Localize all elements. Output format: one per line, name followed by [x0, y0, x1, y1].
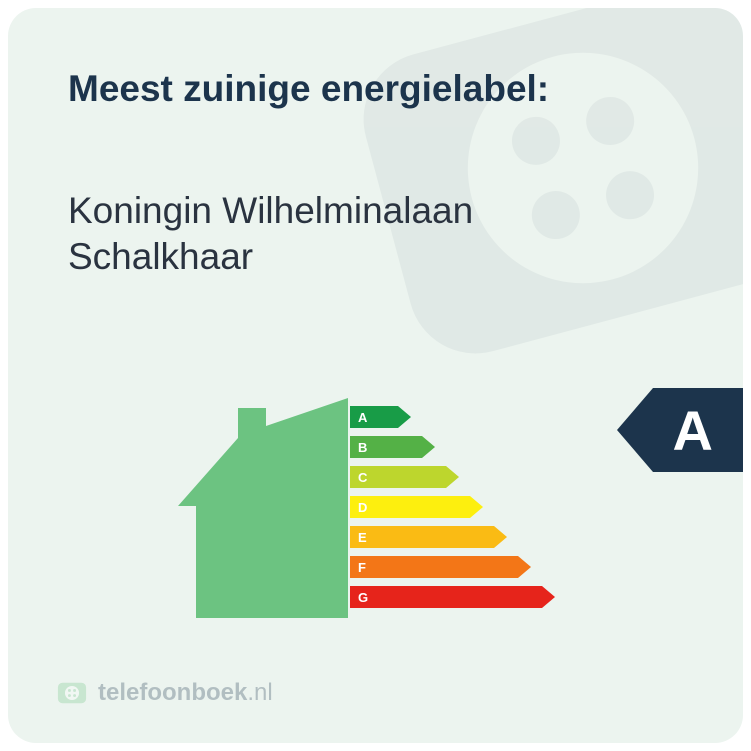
footer-text: telefoonboek.nl [98, 679, 273, 707]
energy-bar-label: C [350, 466, 446, 488]
energy-bar-arrow [470, 496, 483, 518]
energy-bar-label: G [350, 586, 542, 608]
rating-letter: A [653, 388, 743, 472]
energy-bar-arrow [398, 406, 411, 428]
energy-bar-label: F [350, 556, 518, 578]
energy-bar-arrow [422, 436, 435, 458]
energy-bar-b: B [350, 436, 555, 458]
energy-bar-a: A [350, 406, 555, 428]
footer: telefoonboek.nl [56, 677, 273, 709]
energy-bar-g: G [350, 586, 555, 608]
subtitle-line2: Schalkhaar [68, 236, 253, 277]
subtitle-line1: Koningin Wilhelminalaan [68, 190, 473, 231]
energy-bar-f: F [350, 556, 555, 578]
energy-bar-e: E [350, 526, 555, 548]
footer-brand-light: .nl [247, 679, 272, 706]
title: Meest zuinige energielabel: [68, 68, 549, 110]
footer-brand-bold: telefoonboek [98, 679, 247, 706]
energy-bar-label: B [350, 436, 422, 458]
logo-icon [56, 677, 88, 709]
energy-chart: ABCDEFG [178, 398, 538, 618]
rating-chevron [617, 388, 653, 472]
house-icon [178, 398, 348, 618]
energy-bar-arrow [494, 526, 507, 548]
energy-bar-label: D [350, 496, 470, 518]
energy-bar-arrow [518, 556, 531, 578]
energy-bar-arrow [542, 586, 555, 608]
energy-bar-label: E [350, 526, 494, 548]
energy-bars: ABCDEFG [350, 406, 555, 616]
energy-bar-arrow [446, 466, 459, 488]
energy-bar-label: A [350, 406, 398, 428]
energy-bar-d: D [350, 496, 555, 518]
card: Meest zuinige energielabel: Koningin Wil… [8, 8, 743, 743]
energy-bar-c: C [350, 466, 555, 488]
subtitle: Koningin Wilhelminalaan Schalkhaar [68, 188, 473, 281]
rating-badge: A [617, 388, 743, 472]
